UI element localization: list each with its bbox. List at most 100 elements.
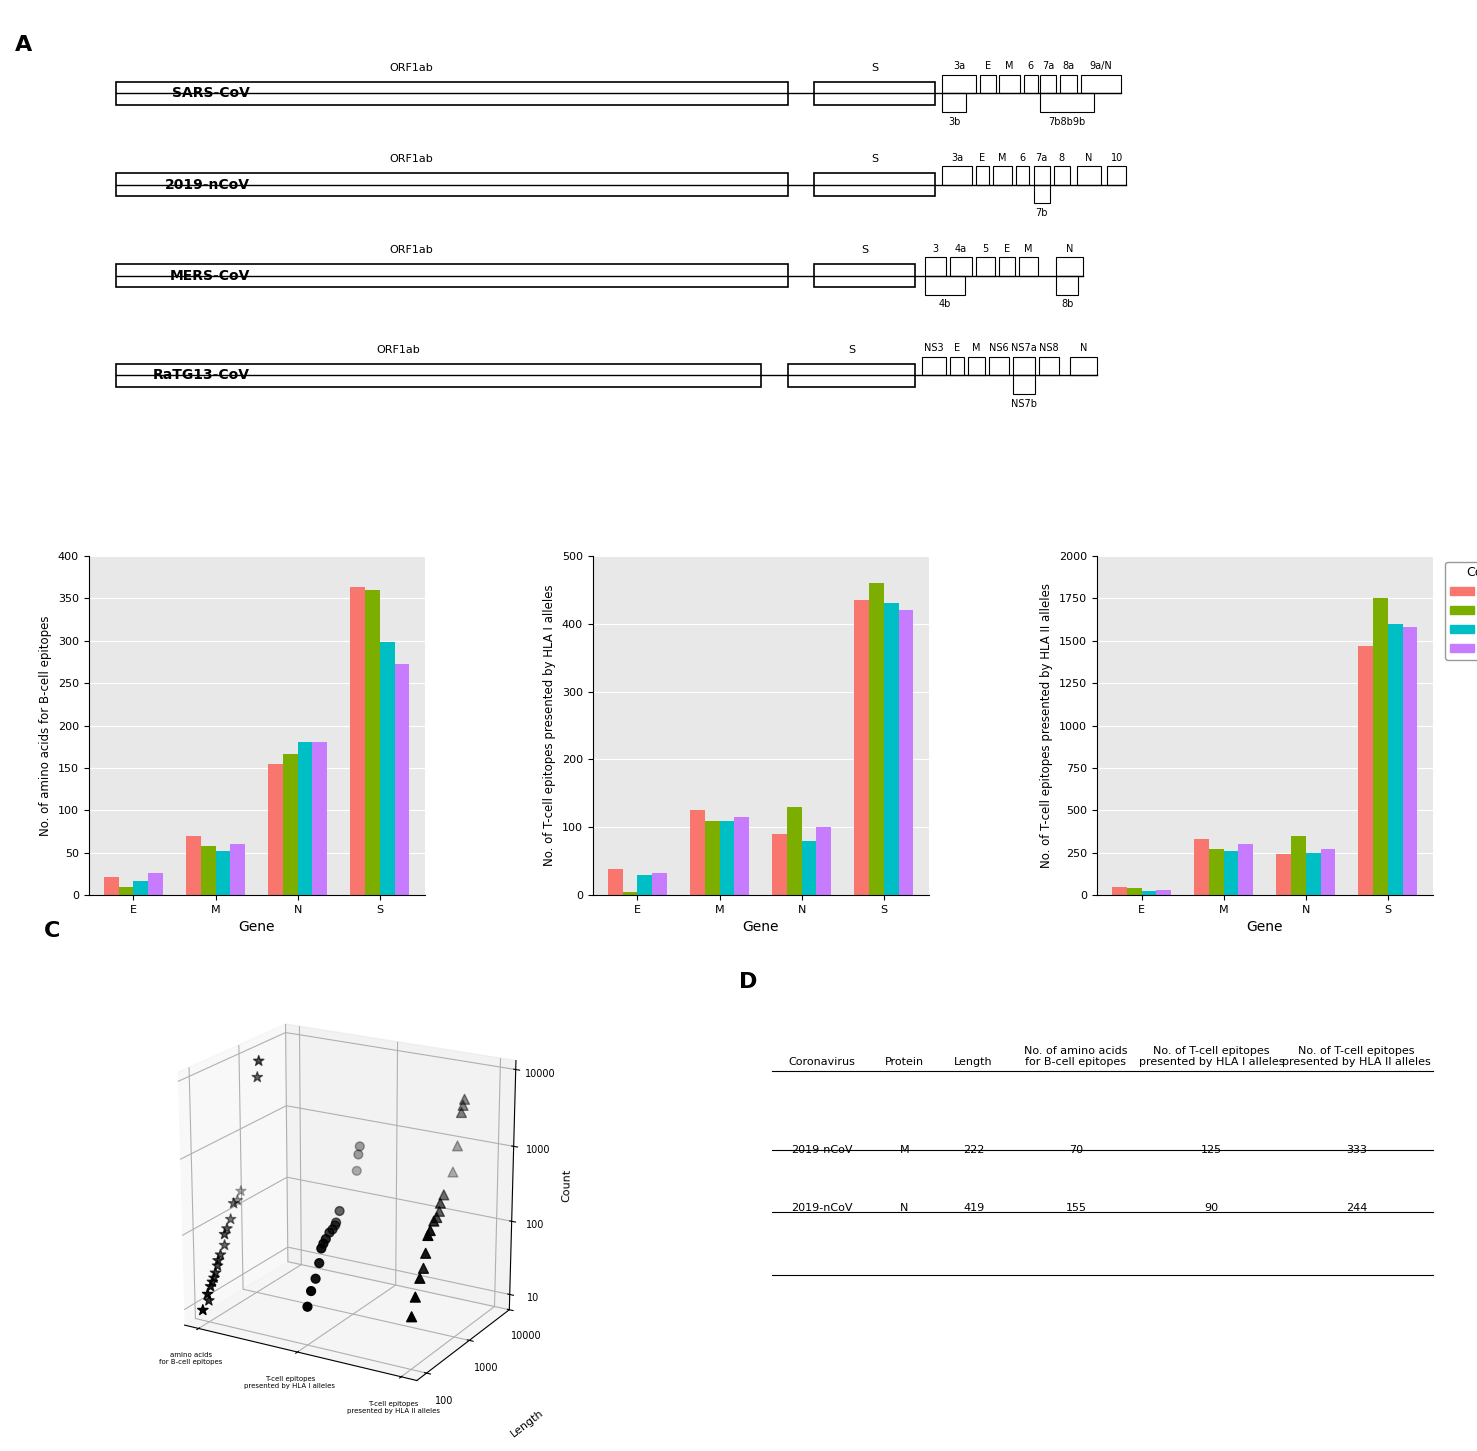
Bar bbox=[1112, 887, 1127, 895]
FancyBboxPatch shape bbox=[115, 81, 787, 104]
Text: 2019-nCoV: 2019-nCoV bbox=[790, 1203, 852, 1213]
Text: 419: 419 bbox=[963, 1203, 984, 1213]
FancyBboxPatch shape bbox=[998, 257, 1015, 276]
Bar bbox=[186, 836, 201, 895]
FancyBboxPatch shape bbox=[925, 257, 947, 276]
X-axis label: Gene: Gene bbox=[238, 920, 275, 934]
Bar bbox=[103, 876, 118, 895]
Text: 6: 6 bbox=[1019, 152, 1027, 163]
FancyBboxPatch shape bbox=[1013, 357, 1035, 376]
FancyBboxPatch shape bbox=[990, 357, 1009, 376]
Text: N: N bbox=[899, 1203, 908, 1213]
Bar bbox=[1208, 849, 1223, 895]
Text: 244: 244 bbox=[1346, 1203, 1368, 1213]
Text: NS7a: NS7a bbox=[1012, 344, 1037, 354]
FancyBboxPatch shape bbox=[1081, 74, 1121, 93]
Text: Coronavirus: Coronavirus bbox=[789, 1058, 855, 1068]
Text: MERS-CoV: MERS-CoV bbox=[170, 268, 250, 283]
Text: A: A bbox=[15, 35, 32, 55]
Text: M: M bbox=[899, 1145, 908, 1155]
FancyBboxPatch shape bbox=[993, 165, 1012, 184]
Text: No. of T-cell epitopes
presented by HLA II alleles: No. of T-cell epitopes presented by HLA … bbox=[1282, 1046, 1431, 1068]
X-axis label: Gene: Gene bbox=[1247, 920, 1284, 934]
Bar bbox=[883, 604, 898, 895]
FancyBboxPatch shape bbox=[814, 173, 935, 196]
Bar bbox=[817, 827, 832, 895]
FancyBboxPatch shape bbox=[950, 257, 972, 276]
Text: 9a/N: 9a/N bbox=[1090, 61, 1112, 71]
Text: S: S bbox=[861, 245, 868, 255]
Text: ORF1ab: ORF1ab bbox=[390, 245, 433, 255]
Text: 8b: 8b bbox=[1060, 299, 1074, 309]
Text: ORF1ab: ORF1ab bbox=[390, 62, 433, 73]
FancyBboxPatch shape bbox=[942, 93, 966, 112]
Bar bbox=[1320, 849, 1335, 895]
FancyBboxPatch shape bbox=[1034, 184, 1050, 203]
Bar bbox=[705, 820, 719, 895]
Text: Protein: Protein bbox=[885, 1058, 923, 1068]
Bar bbox=[350, 588, 365, 895]
FancyBboxPatch shape bbox=[979, 74, 995, 93]
Text: SARS-CoV: SARS-CoV bbox=[171, 86, 250, 100]
FancyBboxPatch shape bbox=[1019, 257, 1037, 276]
Bar bbox=[1142, 891, 1156, 895]
Text: N: N bbox=[1086, 152, 1093, 163]
Bar bbox=[201, 846, 216, 895]
Bar bbox=[623, 892, 638, 895]
Bar bbox=[1156, 889, 1171, 895]
Bar bbox=[298, 743, 313, 895]
Bar bbox=[1306, 853, 1320, 895]
Text: No. of T-cell epitopes
presented by HLA I alleles: No. of T-cell epitopes presented by HLA … bbox=[1139, 1046, 1284, 1068]
Text: 155: 155 bbox=[1065, 1203, 1087, 1213]
Bar bbox=[1276, 853, 1291, 895]
FancyBboxPatch shape bbox=[998, 74, 1021, 93]
Bar bbox=[394, 665, 409, 895]
Text: E: E bbox=[985, 61, 991, 71]
Text: 7a: 7a bbox=[1035, 152, 1047, 163]
Text: M: M bbox=[998, 152, 1007, 163]
Bar bbox=[772, 834, 787, 895]
Bar bbox=[284, 755, 298, 895]
FancyBboxPatch shape bbox=[1108, 165, 1127, 184]
Text: E: E bbox=[979, 152, 985, 163]
Bar bbox=[133, 881, 148, 895]
FancyBboxPatch shape bbox=[950, 357, 963, 376]
Text: ORF1ab: ORF1ab bbox=[390, 154, 433, 164]
Bar bbox=[719, 820, 734, 895]
FancyBboxPatch shape bbox=[942, 74, 976, 93]
FancyBboxPatch shape bbox=[115, 264, 787, 287]
Bar bbox=[230, 844, 245, 895]
FancyBboxPatch shape bbox=[1056, 276, 1078, 295]
Y-axis label: No. of T-cell epitopes presented by HLA I alleles: No. of T-cell epitopes presented by HLA … bbox=[544, 585, 557, 866]
Text: 70: 70 bbox=[1069, 1145, 1083, 1155]
Text: 7b8b9b: 7b8b9b bbox=[1049, 118, 1086, 126]
FancyBboxPatch shape bbox=[1053, 165, 1069, 184]
Text: NS7b: NS7b bbox=[1012, 399, 1037, 409]
Text: S: S bbox=[848, 345, 855, 355]
Text: NS3: NS3 bbox=[925, 344, 944, 354]
Bar bbox=[653, 874, 668, 895]
Bar bbox=[365, 589, 380, 895]
FancyBboxPatch shape bbox=[976, 165, 990, 184]
Text: 3: 3 bbox=[932, 244, 938, 254]
Bar bbox=[380, 643, 394, 895]
Bar bbox=[802, 842, 817, 895]
Bar bbox=[1238, 844, 1252, 895]
FancyBboxPatch shape bbox=[942, 165, 972, 184]
Bar bbox=[854, 599, 868, 895]
Text: C: C bbox=[44, 921, 61, 942]
FancyBboxPatch shape bbox=[115, 173, 787, 196]
FancyBboxPatch shape bbox=[1069, 357, 1096, 376]
Text: 90: 90 bbox=[1204, 1203, 1219, 1213]
Legend: 2019-nCoV, MERS-CoV, RaTG13-CoV, SARS-CoV: 2019-nCoV, MERS-CoV, RaTG13-CoV, SARS-Co… bbox=[1446, 562, 1477, 660]
Text: 4b: 4b bbox=[938, 299, 951, 309]
FancyBboxPatch shape bbox=[1038, 357, 1059, 376]
FancyBboxPatch shape bbox=[1060, 74, 1077, 93]
Text: 3a: 3a bbox=[951, 152, 963, 163]
Y-axis label: Length: Length bbox=[508, 1407, 545, 1439]
FancyBboxPatch shape bbox=[1077, 165, 1100, 184]
Text: 6: 6 bbox=[1028, 61, 1034, 71]
Text: RaTG13-CoV: RaTG13-CoV bbox=[154, 369, 250, 383]
Bar bbox=[148, 874, 162, 895]
Bar bbox=[609, 869, 623, 895]
